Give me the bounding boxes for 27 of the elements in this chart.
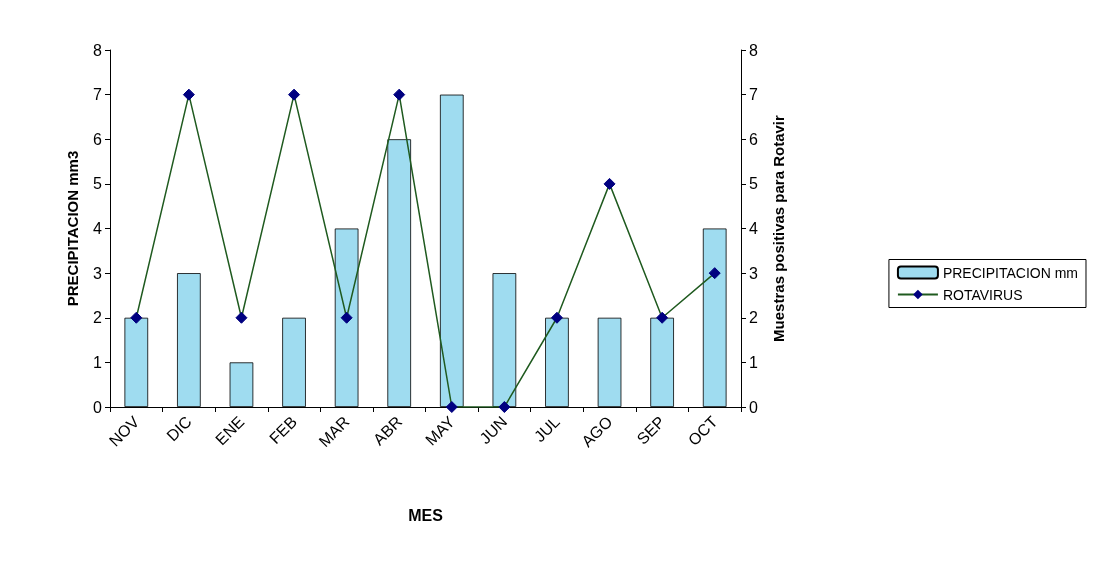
x-tick-label: FEB: [266, 412, 301, 447]
y2-axis-title: Muestras positivas para Rotavir: [770, 114, 787, 342]
y-tick-label: 6: [93, 130, 103, 148]
y-tick-label: 7: [93, 86, 103, 104]
y-tick-label: 2: [93, 309, 103, 327]
x-tick-label: SEP: [633, 412, 669, 448]
y-tick-label: 1: [93, 353, 103, 371]
y-tick-label: 3: [93, 264, 103, 282]
legend-label: ROTAVIRUS: [942, 286, 1023, 303]
y-tick-label: 8: [93, 41, 103, 59]
y2-tick-label: 0: [749, 398, 758, 416]
y2-tick-label: 2: [749, 309, 758, 327]
y2-tick-label: 1: [749, 353, 758, 371]
y-axis-title: PRECIPITACION mm3: [64, 150, 81, 307]
y2-tick-label: 4: [749, 220, 758, 237]
x-tick-label: JUL: [530, 412, 564, 446]
y2-tick-label: 7: [749, 86, 758, 104]
y2-tick-label: 8: [749, 41, 758, 59]
y-tick-label: 0: [93, 398, 103, 416]
y2-tick-label: 6: [749, 130, 758, 148]
y2-tick-label: 5: [749, 175, 758, 193]
y2-tick-label: 3: [749, 264, 758, 282]
x-tick-label: DIC: [163, 412, 195, 445]
x-axis-title: MES: [408, 506, 444, 524]
y-tick-label: 5: [93, 175, 103, 193]
legend-label: PRECIPITACION mm: [942, 264, 1078, 281]
y-tick-label: 4: [93, 220, 103, 237]
